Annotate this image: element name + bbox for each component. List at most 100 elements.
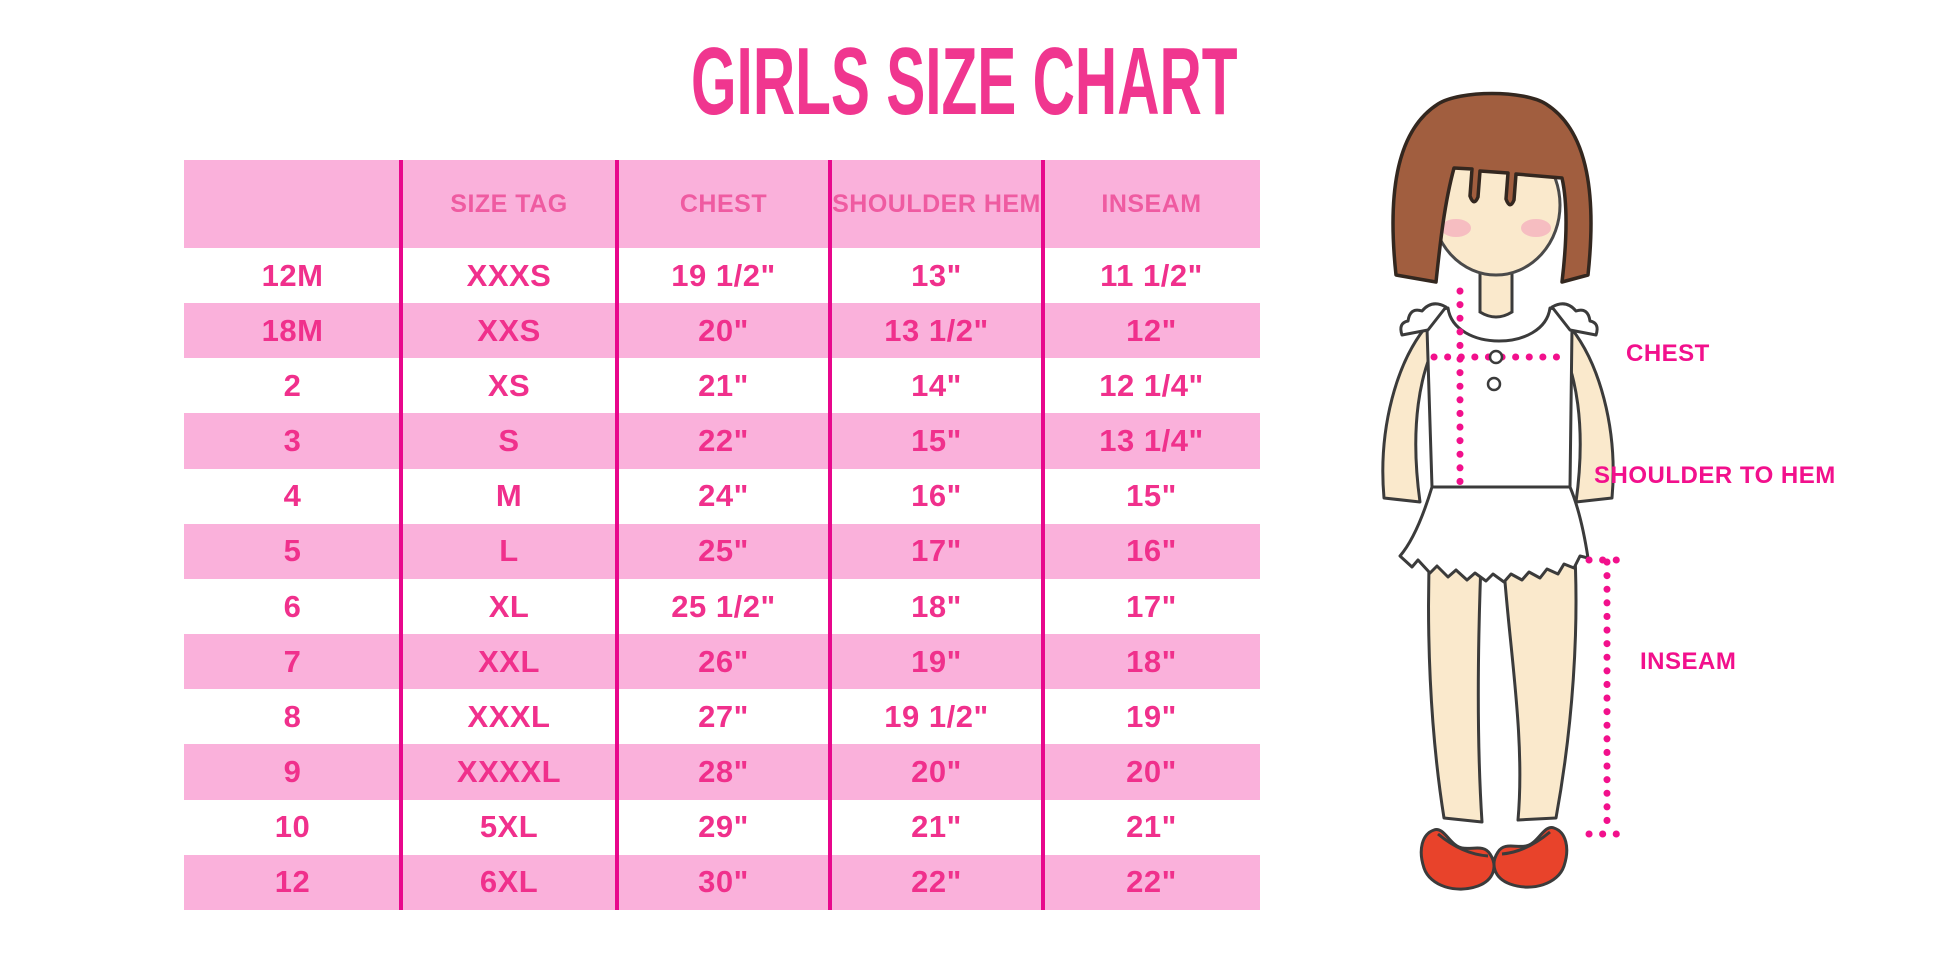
column-header: SHOULDER HEM: [832, 189, 1041, 218]
table-cell: 3: [283, 423, 302, 459]
table-cell: 29": [698, 809, 749, 845]
girl-left-leg: [1427, 536, 1484, 824]
girl-skirt-ruffle: [1398, 485, 1590, 584]
table-cell: 12: [274, 864, 311, 900]
table-cell: 30": [698, 864, 749, 900]
table-cell: 21": [1126, 809, 1177, 845]
table-cell: 11 1/2": [1100, 257, 1203, 293]
table-cell: 16": [1126, 533, 1177, 569]
table-cell: 22": [911, 864, 962, 900]
table-cell: 27": [698, 698, 749, 734]
girl-left-shoulder-ruffle: [1399, 302, 1448, 337]
table-header-row: SIZE TAG CHEST SHOULDER HEM INSEAM: [184, 160, 1260, 248]
table-cell: 17": [1126, 588, 1177, 624]
table-cell: 28": [698, 753, 749, 789]
girl-left-arm: [1381, 320, 1444, 504]
table-cell: 10: [274, 809, 311, 845]
table-cell: 9: [283, 753, 302, 789]
table-cell: 16": [911, 478, 962, 514]
table-cell: 8: [283, 698, 302, 734]
table-row: 4 M 24" 16" 15": [184, 468, 1260, 524]
table-cell: 19 1/2": [671, 257, 776, 293]
table-cell: 19 1/2": [884, 698, 989, 734]
table-cell: 15": [1126, 478, 1177, 514]
table-cell: 12M: [261, 257, 324, 293]
table-cell: XXXS: [466, 257, 552, 293]
girl-right-shoulder-ruffle: [1550, 302, 1599, 337]
table-row: 7 XXL 26" 19" 18": [184, 634, 1260, 690]
column-divider: [1041, 160, 1045, 910]
table-cell: 18": [1126, 643, 1177, 679]
column-header: [184, 160, 401, 248]
table-cell: 20": [911, 753, 962, 789]
table-cell: 14": [911, 367, 962, 403]
shoulder-to-hem-measure-label: SHOULDER TO HEM: [1594, 462, 1836, 489]
column-divider: [615, 160, 619, 910]
table-cell: 7: [283, 643, 302, 679]
table-row: 18M XXS 20" 13 1/2" 12": [184, 303, 1260, 359]
table-cell: 6: [283, 588, 302, 624]
girl-left-cheek: [1441, 219, 1471, 237]
girl-right-shoe-strap: [1501, 830, 1551, 856]
table-cell: 13 1/4": [1099, 423, 1204, 459]
top-button: [1486, 376, 1502, 392]
page-title: GIRLS SIZE CHART: [691, 28, 1238, 135]
table-cell: XS: [487, 367, 531, 403]
size-table: SIZE TAG CHEST SHOULDER HEM INSEAM 12M XXXS 19…: [184, 160, 1260, 910]
column-divider: [828, 160, 832, 910]
table-cell: 4: [283, 478, 302, 514]
girl-illustration: [1381, 91, 1630, 891]
top-button: [1488, 349, 1504, 365]
table-cell: 25 1/2": [671, 588, 776, 624]
table-cell: 20": [698, 312, 749, 348]
table-cell: 13 1/2": [884, 312, 989, 348]
column-header: CHEST: [679, 189, 768, 218]
girl-top-bodice: [1425, 306, 1574, 489]
table-cell: 18": [911, 588, 962, 624]
table-cell: 6XL: [479, 864, 539, 900]
table-row: 12M XXXS 19 1/2" 13" 11 1/2": [184, 248, 1260, 304]
table-cell: XL: [488, 588, 530, 624]
table-cell: XXXXL: [456, 753, 562, 789]
table-cell: XXXL: [467, 698, 551, 734]
table-cell: 22": [1126, 864, 1177, 900]
girl-left-shoe: [1419, 828, 1496, 891]
table-cell: 21": [911, 809, 962, 845]
table-cell: 5: [283, 533, 302, 569]
table-cell: 19": [911, 643, 962, 679]
column-divider: [399, 160, 403, 910]
table-cell: 17": [911, 533, 962, 569]
table-cell: 5XL: [479, 809, 539, 845]
girl-right-cheek: [1521, 219, 1551, 237]
table-cell: 21": [698, 367, 749, 403]
table-row: 2 XS 21" 14" 12 1/4": [184, 358, 1260, 414]
table-cell: S: [498, 423, 520, 459]
girl-hair: [1391, 91, 1593, 284]
table-row: 12 6XL 30" 22" 22": [184, 854, 1260, 910]
chest-measure-label: CHEST: [1626, 340, 1710, 367]
inseam-measure-label: INSEAM: [1640, 648, 1737, 675]
table-cell: 20": [1126, 753, 1177, 789]
table-cell: 19": [1126, 698, 1177, 734]
column-header: SIZE TAG: [450, 189, 568, 218]
table-cell: 12 1/4": [1099, 367, 1204, 403]
table-cell: 15": [911, 423, 962, 459]
table-cell: XXS: [477, 312, 541, 348]
table-cell: 13": [911, 257, 962, 293]
table-row: 6 XL 25 1/2" 18" 17": [184, 578, 1260, 635]
table-cell: 24": [698, 478, 749, 514]
table-cell: 25": [698, 533, 749, 569]
table-row: 3 S 22" 15" 13 1/4": [184, 413, 1260, 469]
girl-right-leg: [1500, 536, 1578, 822]
table-row: 9 XXXXL 28" 20" 20": [184, 744, 1260, 800]
table-cell: 26": [698, 643, 749, 679]
table-row: 8 XXXL 27" 19 1/2" 19": [184, 689, 1260, 745]
table-cell: 2: [283, 367, 302, 403]
table-cell: 12": [1126, 312, 1177, 348]
table-cell: M: [495, 478, 523, 514]
column-header: INSEAM: [1101, 189, 1202, 218]
girl-right-shoe: [1492, 826, 1569, 889]
girl-left-shoe-strap: [1437, 832, 1489, 858]
table-row: 10 5XL 29" 21" 21": [184, 799, 1260, 855]
